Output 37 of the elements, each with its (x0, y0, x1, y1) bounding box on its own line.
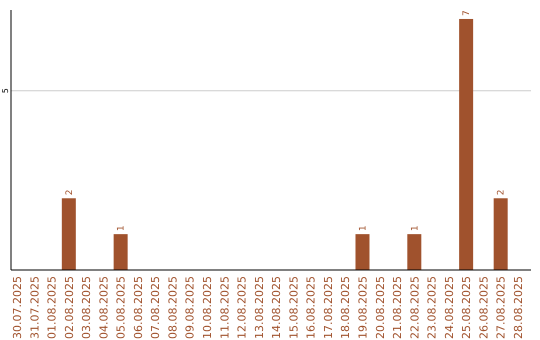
x-tick-label: 27.08.2025 (494, 276, 508, 339)
x-tick-label: 06.08.2025 (132, 276, 145, 339)
x-tick-label: 05.08.2025 (114, 276, 128, 339)
x-tick-label: 17.08.2025 (322, 276, 335, 339)
x-tick-label: 10.08.2025 (201, 276, 214, 339)
x-tick-label: 22.08.2025 (408, 276, 422, 339)
x-tick-label: 07.08.2025 (149, 276, 162, 339)
x-tick-label: 02.08.2025 (62, 276, 76, 339)
x-tick-label: 13.08.2025 (252, 276, 266, 339)
x-tick-label: 15.08.2025 (287, 276, 300, 339)
x-tick-label: 25.08.2025 (460, 276, 474, 339)
x-tick-label: 09.08.2025 (184, 276, 197, 339)
x-tick-label: 21.08.2025 (391, 276, 404, 339)
x-tick-label: 14.08.2025 (270, 276, 284, 339)
x-tick-label: 31.07.2025 (28, 276, 42, 339)
x-tick-label: 18.08.2025 (339, 276, 352, 339)
data-label: 2 (496, 190, 507, 196)
x-tick-label: 28.08.2025 (512, 276, 525, 339)
x-tick-label: 03.08.2025 (80, 276, 94, 339)
x-tick-label: 11.08.2025 (218, 276, 232, 339)
x-tick-label: 16.08.2025 (304, 276, 318, 339)
x-tick-label: 23.08.2025 (426, 276, 439, 339)
x-tick-label: 01.08.2025 (46, 276, 59, 339)
data-label: 1 (410, 225, 420, 232)
x-tick-label: 20.08.2025 (374, 276, 387, 339)
x-tick-label: 08.08.2025 (166, 276, 180, 339)
y-tick-label: 5 (1, 88, 10, 94)
x-tick-label: 30.07.2025 (11, 276, 24, 339)
x-tick-label: 19.08.2025 (356, 276, 370, 339)
x-tick-label: 24.08.2025 (442, 276, 456, 339)
x-tick-label: 26.08.2025 (477, 276, 490, 339)
data-label: 2 (64, 190, 75, 196)
x-tick-label: 04.08.2025 (97, 276, 110, 339)
x-tick-label: 12.08.2025 (236, 276, 249, 339)
data-label: 1 (116, 225, 127, 232)
data-label: 1 (358, 225, 368, 232)
data-label: 7 (462, 10, 472, 16)
